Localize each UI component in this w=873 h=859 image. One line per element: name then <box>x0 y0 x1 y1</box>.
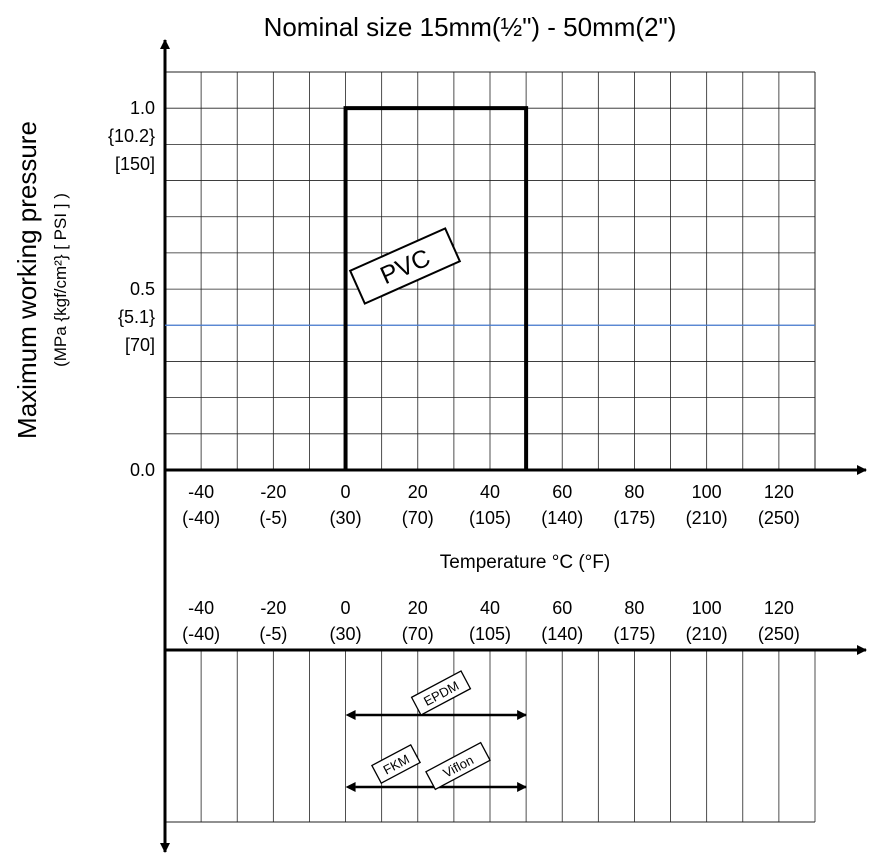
x-tick-fahrenheit: (175) <box>613 624 655 644</box>
x-axis-label: Temperature °C (°F) <box>440 552 610 573</box>
x-tick-celsius: 80 <box>624 482 644 502</box>
x-tick-celsius: 40 <box>480 598 500 618</box>
series-label-frame <box>348 227 462 305</box>
upper-grid <box>164 71 816 471</box>
x-tick-celsius: 20 <box>408 482 428 502</box>
x-tick-celsius: -40 <box>188 482 214 502</box>
x-tick-celsius: 60 <box>552 482 572 502</box>
y-tick-kgf: {10.2} <box>108 126 155 146</box>
x-tick-celsius: 100 <box>692 598 722 618</box>
y-axis-label: Maximum working pressure <box>12 121 42 439</box>
series-line-pvc <box>343 106 529 470</box>
series-label-box: PVC <box>348 227 462 305</box>
viflon-tag-frame <box>425 741 491 791</box>
epdm-tag: EPDM <box>410 670 472 716</box>
axes <box>160 39 867 853</box>
x-tick-fahrenheit: (70) <box>402 624 434 644</box>
x-tick-fahrenheit: (105) <box>469 624 511 644</box>
x-tick-fahrenheit: (70) <box>402 508 434 528</box>
fkm-viflon-range-arrow-left <box>345 782 356 792</box>
x-tick-celsius: 120 <box>764 598 794 618</box>
x-tick-fahrenheit: (30) <box>330 508 362 528</box>
x-tick-fahrenheit: (250) <box>758 508 800 528</box>
fkm-tag-frame <box>371 743 421 785</box>
chart-title: Nominal size 15mm(½") - 50mm(2") <box>264 12 677 42</box>
x-tick-fahrenheit: (210) <box>686 508 728 528</box>
x-tick-celsius: 0 <box>341 482 351 502</box>
x-tick-celsius: 100 <box>692 482 722 502</box>
epdm-tag-frame <box>410 670 472 716</box>
x-tick-fahrenheit: (140) <box>541 508 583 528</box>
x-tick-celsius: 120 <box>764 482 794 502</box>
lower-grid <box>164 650 816 823</box>
x-tick-celsius: 20 <box>408 598 428 618</box>
x-tick-celsius: -20 <box>260 598 286 618</box>
x-tick-fahrenheit: (105) <box>469 508 511 528</box>
x-tick-fahrenheit: (250) <box>758 624 800 644</box>
viflon-tag: Viflon <box>425 741 491 791</box>
y-tick-mpa: 1.0 <box>130 98 155 118</box>
x-tick-labels-lower: -40 (-40) -20 (-5) 0 (30) 20 (70) 40 (105) 60 (140)… <box>182 598 800 644</box>
x-tick-labels-upper: -40 (-40) -20 (-5) 0 (30) 20 (70) 40 (105) 60 (140)… <box>182 482 800 528</box>
materials-layer: EPDM FKM Viflon <box>345 670 528 792</box>
y-tick-mpa: 0.5 <box>130 279 155 299</box>
x-tick-celsius: -20 <box>260 482 286 502</box>
x-tick-fahrenheit: (-40) <box>182 624 220 644</box>
y-tick-labels: 1.0 {10.2} [150] 0.5 {5.1} [70] 0.0 <box>108 98 155 480</box>
epdm-range-arrow-left <box>345 710 356 720</box>
fkm-tag: FKM <box>371 743 421 785</box>
x-tick-celsius: 80 <box>624 598 644 618</box>
y-tick-psi: [150] <box>115 154 155 174</box>
x-tick-celsius: 0 <box>341 598 351 618</box>
x-tick-celsius: 60 <box>552 598 572 618</box>
x-tick-fahrenheit: (30) <box>330 624 362 644</box>
x-tick-celsius: -40 <box>188 598 214 618</box>
x-tick-fahrenheit: (175) <box>613 508 655 528</box>
x-tick-fahrenheit: (210) <box>686 624 728 644</box>
x-tick-fahrenheit: (-5) <box>259 508 287 528</box>
y-tick-kgf: {5.1} <box>118 307 155 327</box>
x-tick-fahrenheit: (-40) <box>182 508 220 528</box>
x-tick-fahrenheit: (-5) <box>259 624 287 644</box>
x-tick-celsius: 40 <box>480 482 500 502</box>
y-axis-units: (MPa {kgf/cm²} [ PSI ] ) <box>51 193 70 367</box>
y-tick-psi: [70] <box>125 335 155 355</box>
y-axis-title: Maximum working pressure (MPa {kgf/cm²} … <box>12 121 70 439</box>
y-tick-mpa: 0.0 <box>130 460 155 480</box>
x-tick-fahrenheit: (140) <box>541 624 583 644</box>
